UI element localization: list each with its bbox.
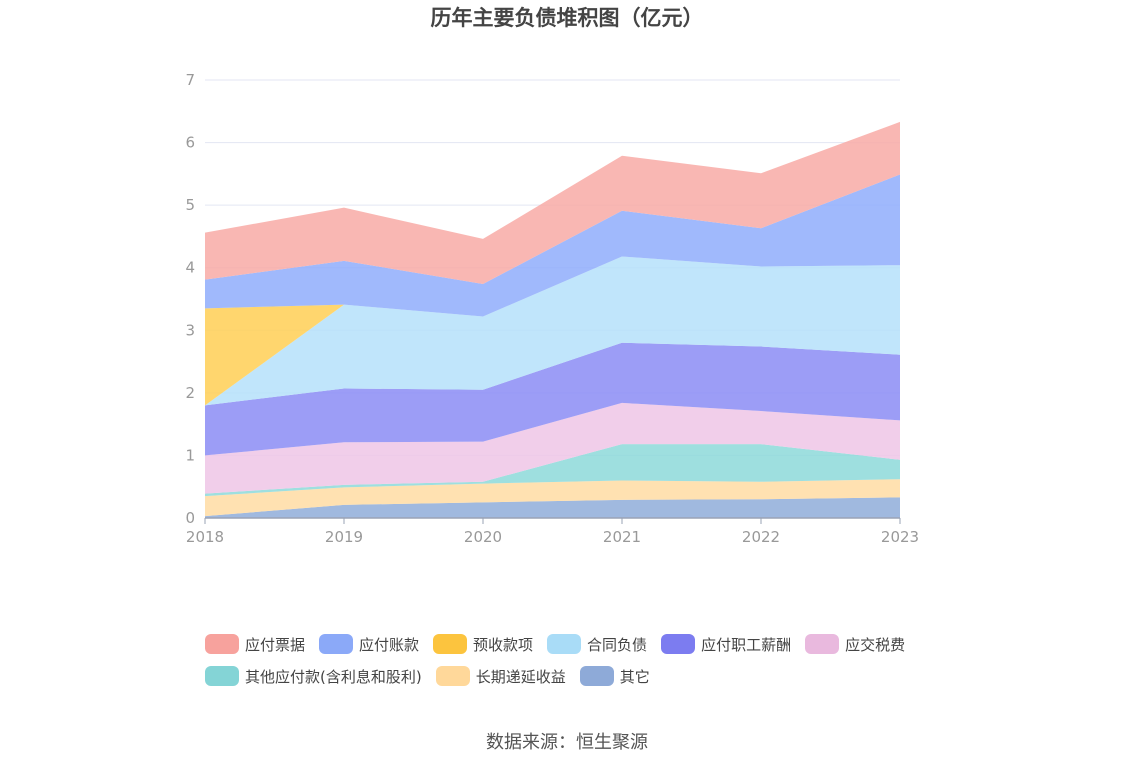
legend-label: 长期递延收益 [475, 667, 566, 686]
area-series [205, 121, 900, 284]
legend-item[interactable]: 预收款项 [433, 628, 533, 660]
legend-swatch [661, 634, 696, 654]
legend-label: 预收款项 [473, 635, 534, 654]
legend-item[interactable]: 应付票据 [205, 628, 305, 660]
area-series [205, 497, 900, 518]
legend-label: 应付职工薪酬 [701, 635, 792, 654]
area-series [205, 174, 900, 317]
legend-label: 合同负债 [587, 635, 648, 654]
legend-item[interactable]: 长期递延收益 [435, 660, 566, 692]
x-tick-label: 2018 [186, 528, 224, 546]
x-tick-label: 2020 [464, 528, 502, 546]
legend-label: 应付票据 [245, 635, 306, 654]
y-tick-label: 7 [185, 71, 195, 89]
area-series [205, 479, 900, 517]
area-series [205, 402, 900, 494]
y-tick-label: 5 [185, 196, 195, 214]
y-tick-label: 0 [185, 509, 195, 527]
legend-swatch [579, 666, 614, 686]
area-series [205, 342, 900, 456]
legend-label: 其它 [619, 667, 650, 686]
legend-swatch [547, 634, 582, 654]
legend-label: 应付账款 [359, 635, 420, 654]
y-tick-label: 1 [185, 446, 195, 464]
legend-swatch [805, 634, 840, 654]
legend-label: 应交税费 [845, 635, 906, 654]
x-tick-label: 2022 [742, 528, 780, 546]
legend-label: 其他应付款(含利息和股利) [245, 667, 422, 686]
legend-swatch [435, 666, 470, 686]
x-tick-label: 2019 [325, 528, 363, 546]
legend-item[interactable]: 其他应付款(含利息和股利) [205, 660, 422, 692]
legend-item[interactable]: 应付职工薪酬 [661, 628, 791, 660]
x-tick-label: 2021 [603, 528, 641, 546]
legend-item[interactable]: 应付账款 [319, 628, 419, 660]
area-series [205, 256, 900, 406]
y-tick-label: 4 [185, 259, 195, 277]
y-tick-label: 6 [185, 134, 195, 152]
legend-item[interactable]: 其它 [579, 660, 650, 692]
legend-swatch [319, 634, 354, 654]
y-tick-label: 3 [185, 321, 195, 339]
area-series [205, 444, 900, 497]
chart-title: 历年主要负债堆积图（亿元） [430, 6, 704, 30]
chart-legend: 应付票据 应付账款 预收款项 合同负债 应付职工薪酬 应交税费其他应付款(含利息和股利) 长… [205, 628, 965, 692]
legend-swatch [433, 634, 468, 654]
legend-swatch [205, 634, 239, 654]
legend-item[interactable]: 应交税费 [805, 628, 905, 660]
x-tick-label: 2023 [881, 528, 919, 546]
legend-item[interactable]: 合同负债 [547, 628, 647, 660]
data-source-note: 数据来源：恒生聚源 [486, 732, 648, 753]
legend-swatch [205, 666, 239, 686]
y-tick-label: 2 [185, 384, 195, 402]
stacked-area-chart: 0 1 2 3 4 5 6 7 2018 2019 2020 2021 2022 2023 [185, 71, 919, 546]
